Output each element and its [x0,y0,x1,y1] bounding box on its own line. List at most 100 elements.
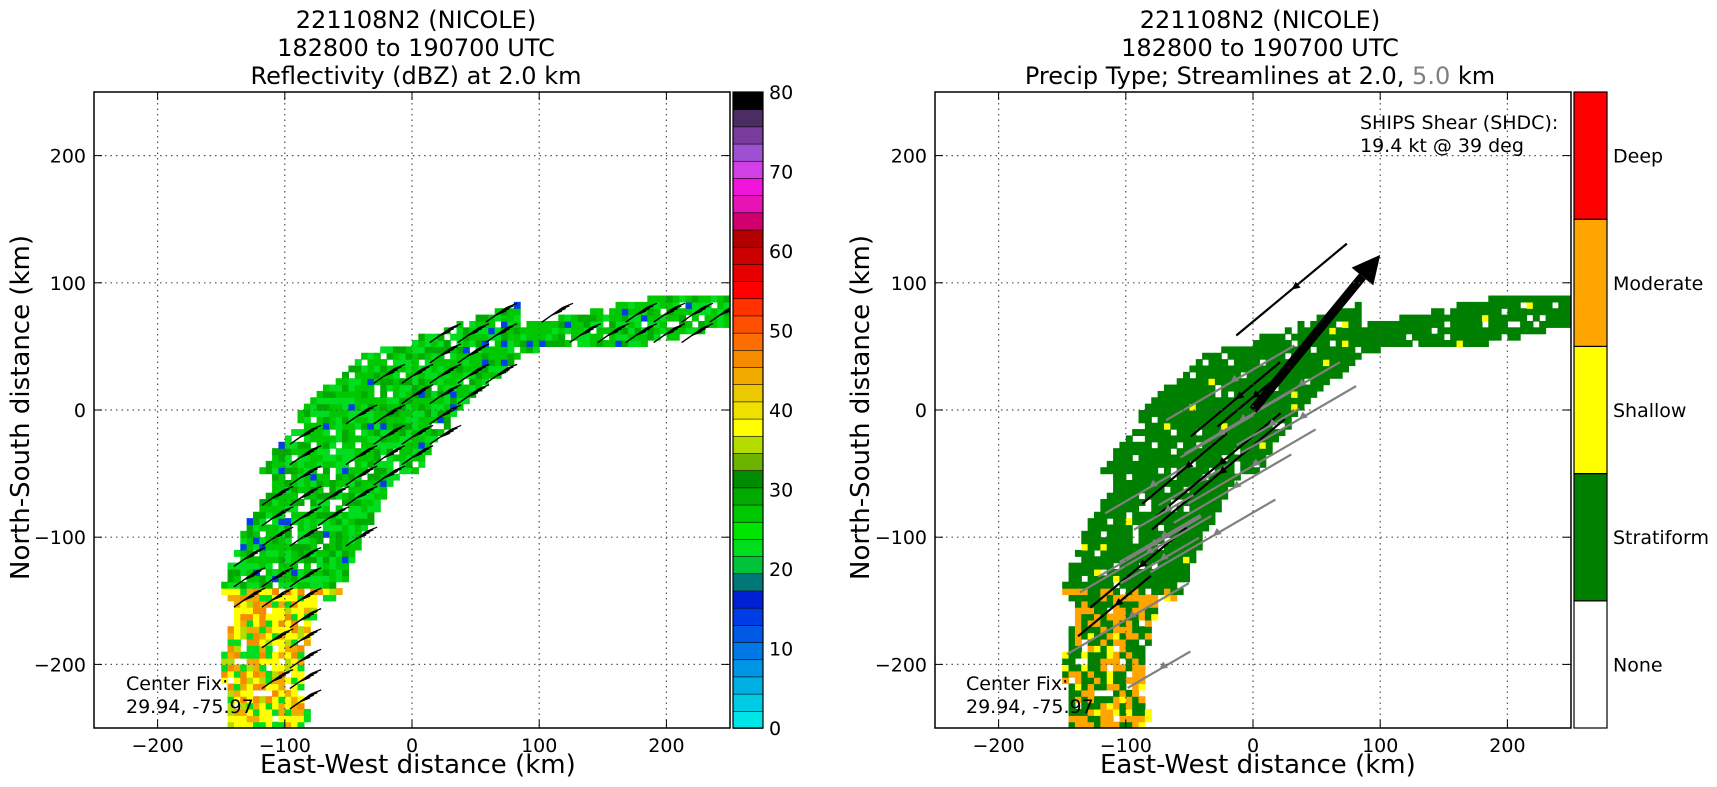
reflectivity-cell [310,460,318,468]
reflectivity-cell [297,715,305,723]
reflectivity-cell [303,416,311,424]
precip-cell [1367,320,1375,328]
reflectivity-cell [322,524,330,532]
reflectivity-cell [583,340,591,347]
reflectivity-cell [297,588,305,596]
precip-cell [1526,301,1534,309]
reflectivity-cell [634,333,642,341]
precip-cell [1170,569,1178,576]
reflectivity-cell [513,352,521,360]
precip-cell [1144,410,1152,417]
precip-cell [1106,715,1114,723]
reflectivity-cell [284,479,292,487]
streamline-arrowhead [1230,374,1240,383]
precip-cell [1183,537,1190,545]
precip-cell [1335,327,1343,335]
reflectivity-cell [418,371,426,379]
reflectivity-cell [386,371,394,379]
reflectivity-cell [412,346,419,354]
reflectivity-cell [272,543,280,551]
reflectivity-cell [405,371,413,379]
precip-cell [1106,721,1114,728]
precip-cell [1119,638,1127,646]
precip-cell [1132,511,1140,519]
reflectivity-cell [386,422,394,430]
precip-cell [1094,658,1101,665]
reflectivity-cell [354,435,362,443]
precip-cell [1176,435,1184,443]
reflectivity-cell [291,549,299,557]
reflectivity-cell [494,359,502,367]
reflectivity-cell [342,410,349,417]
precip-cell [1373,340,1381,347]
reflectivity-cell [246,581,254,589]
streamline [1189,361,1281,438]
precip-cell [1094,638,1101,646]
precip-cell [1074,683,1082,691]
reflectivity-cell [621,308,629,316]
precip-cell [1074,549,1082,557]
reflectivity-cell [475,320,483,328]
precip-cell [1157,429,1165,437]
reflectivity-cell [488,365,496,373]
precip-cell [1068,670,1076,678]
precip-cell [1176,454,1184,462]
reflectivity-cell [469,352,477,360]
reflectivity-cell [392,378,400,386]
precip-cell [1074,613,1082,621]
precip-cell [1119,518,1127,526]
precip-cell [1303,397,1311,405]
reflectivity-cell [653,327,661,335]
reflectivity-cell [259,645,267,653]
precip-cell [1380,333,1388,341]
reflectivity-cell [278,492,286,500]
precip-cell [1551,295,1559,303]
reflectivity-cell [399,448,407,456]
reflectivity-cell [545,327,553,335]
precip-cell [1348,359,1356,367]
wind-barb [681,302,714,323]
reflectivity-cell [367,371,375,379]
precip-cell [1246,422,1254,430]
reflectivity-cell [405,390,413,398]
reflectivity-cell [297,658,305,665]
reflectivity-cell [233,607,241,615]
reflectivity-cell [532,340,540,347]
reflectivity-cell [322,454,330,462]
precip-cell [1170,562,1178,570]
left-xtick-label-0: −200 [132,735,184,757]
precip-cell [1138,569,1146,576]
reflectivity-cell [259,518,267,526]
precip-cell [1329,327,1337,335]
reflectivity-cell [412,352,419,360]
precip-cell [1087,524,1095,532]
reflectivity-cell [405,410,413,417]
precip-cell [1100,581,1108,589]
reflectivity-cell [488,346,496,354]
reflectivity-cell [259,562,267,570]
reflectivity-cell [475,333,483,341]
right-chart-title: 221108N2 (NICOLE) 182800 to 190700 UTC P… [950,6,1570,90]
reflectivity-cell [253,638,260,646]
precip-cell [1233,378,1241,386]
precip-cell [1100,626,1108,634]
reflectivity-cell [246,664,254,672]
reflectivity-cell [297,537,305,545]
reflectivity-cell [380,460,388,468]
precip-cell [1399,333,1407,341]
reflectivity-cell [240,537,248,545]
precip-cell [1132,696,1140,704]
reflectivity-cell [322,530,330,538]
precip-cell [1113,638,1121,646]
precip-cell [1176,543,1184,551]
precip-cell [1100,613,1108,621]
precip-cell [1106,683,1114,691]
precip-cell [1087,702,1095,710]
reflectivity-cell [348,486,356,494]
reflectivity-cell [450,403,458,411]
reflectivity-cell [310,575,318,583]
precip-cell [1087,696,1095,704]
reflectivity-cell [481,352,489,360]
precip-cell [1113,594,1121,602]
precip-cell [1316,346,1324,354]
